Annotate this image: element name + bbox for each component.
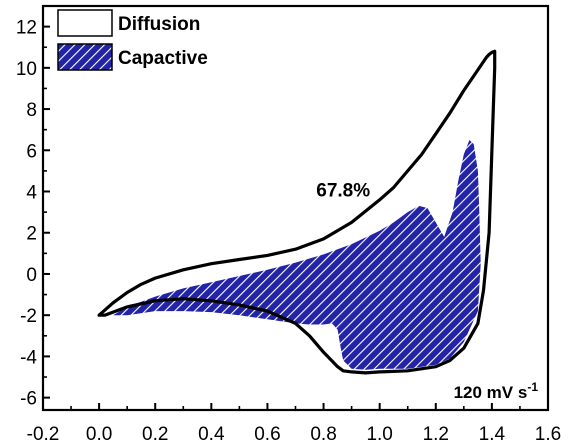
capacitive-percentage-label: 67.8% (316, 180, 370, 201)
x-tick-label: 0.4 (198, 424, 225, 445)
y-tick-label: -4 (20, 347, 37, 368)
y-tick-label: 12 (16, 18, 37, 39)
x-tick-label: 0.2 (142, 424, 168, 445)
y-tick-label: 6 (26, 141, 37, 162)
legend-swatch-diffusion (57, 9, 113, 37)
x-tick-label: 1.2 (423, 424, 449, 445)
x-tick-label: 1.4 (479, 424, 506, 445)
x-tick-label: 1.6 (535, 424, 561, 445)
y-tick-label: -6 (20, 389, 37, 410)
legend-label-diffusion: Diffusion (118, 14, 200, 35)
y-tick-label: 0 (26, 265, 37, 286)
y-tick-label: -2 (20, 306, 37, 327)
x-tick-label: 1.0 (366, 424, 392, 445)
series-capactive-area (113, 140, 481, 370)
legend: Diffusion Capactive (57, 9, 208, 71)
y-tick-label: 2 (26, 224, 37, 245)
x-tick-label: -0.2 (27, 424, 60, 445)
series-diffusion-outline (97, 49, 497, 375)
legend-swatch-capactive (57, 43, 113, 71)
x-tick-label: 0.6 (254, 424, 280, 445)
x-tick-label: 0.0 (86, 424, 112, 445)
y-tick-label: 8 (26, 100, 37, 121)
scan-rate-label: 120 mV s-1 (454, 380, 539, 402)
y-tick-label: 4 (26, 183, 37, 204)
x-tick-label: 0.8 (310, 424, 336, 445)
y-tick-label: 10 (16, 59, 37, 80)
legend-label-capactive: Capactive (118, 48, 208, 69)
